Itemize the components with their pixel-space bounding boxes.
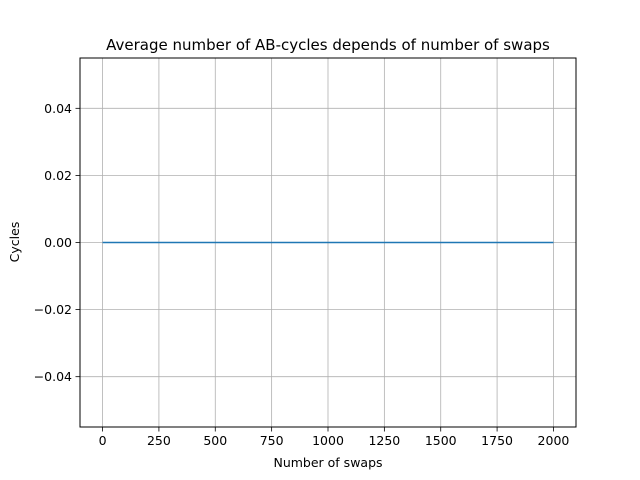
x-tick-label: 1000 — [312, 433, 344, 448]
x-tick-label: 0 — [99, 433, 107, 448]
x-tick-label: 250 — [147, 433, 171, 448]
x-tick-label: 500 — [203, 433, 227, 448]
x-axis: 0 250 500 750 1000 1250 1500 1750 2000 — [99, 427, 570, 448]
x-tick-label: 750 — [260, 433, 284, 448]
y-tick-label: −0.02 — [34, 302, 72, 317]
y-tick-label: 0.04 — [44, 101, 72, 116]
x-axis-label: Number of swaps — [273, 455, 382, 470]
x-tick-label: 2000 — [538, 433, 570, 448]
y-axis-label: Cycles — [7, 222, 22, 263]
y-tick-label: 0.02 — [44, 168, 72, 183]
y-axis: −0.04 −0.02 0.00 0.02 0.04 — [34, 101, 80, 384]
y-tick-label: 0.00 — [44, 235, 72, 250]
x-tick-label: 1250 — [368, 433, 400, 448]
y-tick-label: −0.04 — [34, 369, 72, 384]
x-tick-label: 1500 — [425, 433, 457, 448]
chart-title: Average number of AB-cycles depends of n… — [106, 36, 550, 54]
x-tick-label: 1750 — [481, 433, 513, 448]
